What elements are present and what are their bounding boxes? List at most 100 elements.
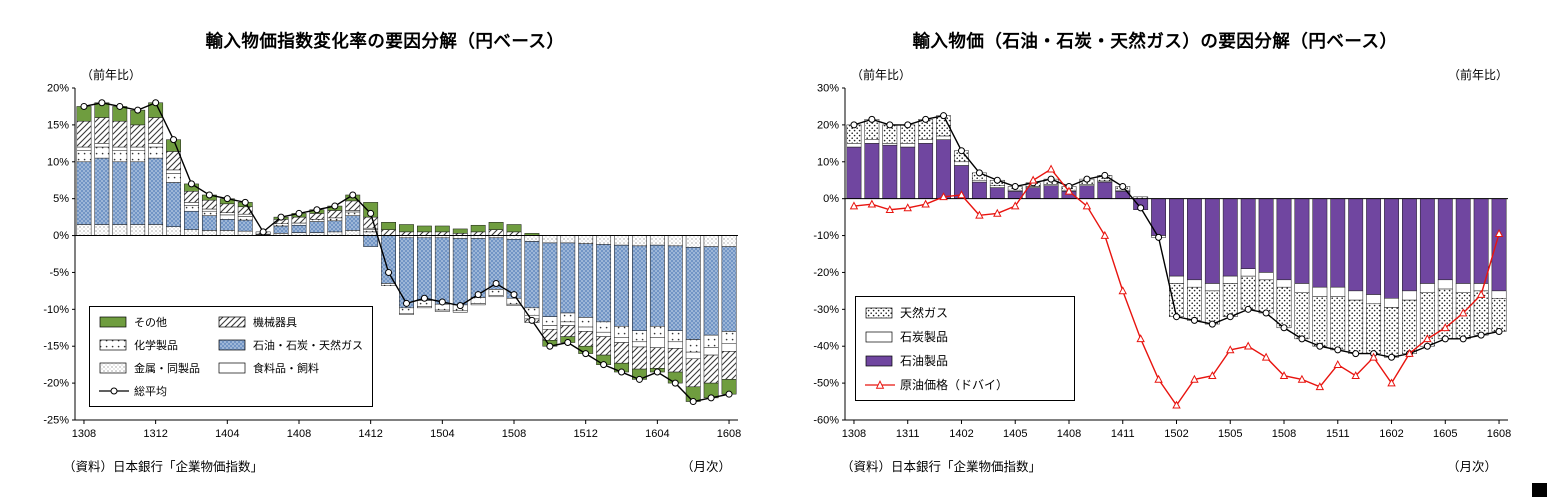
bar-segment: [130, 124, 146, 148]
legend-label: 天然ガス: [900, 306, 949, 320]
bar-segment: [1312, 296, 1328, 347]
left-chart-panel: 輸入物価指数変化率の要因分解（円ベース） -25% -20% -15% -10% -5%…: [5, 0, 765, 498]
circle-marker: [510, 291, 518, 299]
legend-swatch-diag-hatch: [218, 316, 246, 328]
bar-segment: [1187, 286, 1202, 321]
bar-segment: [918, 139, 934, 144]
bar-segment: [1043, 185, 1059, 199]
circle-marker: [886, 121, 894, 129]
bar-segment: [309, 221, 325, 233]
bar-segment: [219, 214, 235, 220]
legend-swatch-red-triangle: [865, 379, 895, 389]
bar-segment: [1258, 198, 1274, 273]
bar-segment: [1169, 275, 1184, 284]
circle-marker: [1208, 320, 1216, 328]
bar-segment: [882, 144, 898, 199]
bar-segment: [560, 312, 576, 323]
y-tick-label: 20%: [47, 83, 69, 95]
bar-segment: [1437, 198, 1453, 281]
bar-segment: [184, 210, 199, 230]
triangle-marker: [1387, 378, 1396, 387]
legend-item: 化学製品: [99, 337, 200, 353]
bar-segment: [649, 244, 665, 327]
circle-marker: [420, 294, 428, 302]
circle-marker: [259, 228, 267, 236]
bar-segment: [1079, 185, 1095, 199]
circle-marker: [152, 99, 160, 107]
bar-segment: [596, 331, 612, 337]
bar-segment: [219, 212, 235, 216]
x-tick-label: 1312: [143, 428, 167, 440]
bar-segment: [201, 210, 217, 216]
bar-segment: [148, 117, 164, 144]
bar-segment: [1366, 294, 1382, 305]
legend-swatch-fine-dots: [99, 362, 127, 374]
bar-segment: [130, 146, 146, 151]
right-chart-title: 輸入物価（石油・石炭・天然ガス）の要因分解（円ベース）: [912, 31, 1398, 51]
bar-segment: [596, 321, 612, 333]
y-tick-label: -10%: [813, 230, 839, 242]
bar-segment: [130, 224, 146, 236]
bar-segment: [166, 173, 181, 183]
bar-segment: [524, 235, 540, 242]
legend-swatch-rect: [99, 316, 127, 328]
bar-segment: [1222, 283, 1238, 317]
bar-segment: [112, 120, 128, 148]
x-tick-label: 1311: [896, 428, 920, 440]
triangle-marker: [1458, 308, 1468, 317]
bar-segment: [166, 182, 181, 227]
bar-segment: [703, 334, 719, 348]
circle-marker: [671, 379, 679, 387]
circle-marker: [456, 302, 464, 310]
bar-segment: [703, 235, 719, 247]
triangle-marker: [1118, 286, 1127, 295]
bar-segment: [1222, 275, 1238, 284]
bar-segment: [1384, 198, 1399, 299]
bar-segment: [470, 231, 486, 236]
legend-swatch-rect: [865, 355, 893, 366]
bar-segment: [1437, 279, 1453, 290]
circle-marker: [1155, 233, 1163, 241]
triangle-marker: [1351, 371, 1360, 380]
legend-label: 食料品・飼料: [253, 363, 319, 375]
x-tick-label: 1508: [502, 428, 526, 440]
bar-segment: [1419, 283, 1435, 293]
bar-segment: [1366, 198, 1382, 295]
bar-segment: [166, 226, 181, 236]
legend-item: 石油製品: [865, 352, 1008, 369]
bar-segment: [1240, 275, 1256, 310]
bar-segment: [632, 235, 647, 247]
bar-segment: [900, 146, 916, 199]
triangle-marker: [1154, 374, 1163, 383]
legend-swatch-purple-solid: [865, 355, 893, 366]
circle-marker: [134, 106, 142, 114]
bar-segment: [434, 309, 450, 312]
bar-segment: [685, 351, 701, 360]
circle-marker: [564, 339, 572, 347]
circle-marker: [116, 102, 124, 110]
bar-segment: [76, 224, 92, 236]
right-chart-panel: 輸入物価（石油・石炭・天然ガス）の要因分解（円ベース） -60% -50% -40%…: [775, 0, 1535, 498]
legend-label: その他: [134, 317, 167, 329]
triangle-marker: [1315, 382, 1325, 391]
bar-segment: [291, 224, 307, 233]
y-tick-label: 15%: [47, 119, 69, 131]
y-axis-note-right: （前年比）: [1448, 67, 1508, 82]
triangle-marker: [1441, 323, 1450, 332]
bar-segment: [273, 225, 289, 234]
legend-swatch-sparse-dots: [99, 339, 127, 351]
x-tick-label: 1604: [645, 428, 669, 440]
circle-marker: [403, 299, 410, 307]
bar-segment: [345, 215, 361, 231]
triangle-marker: [1100, 230, 1110, 239]
legend-swatch-blue-dots: [218, 339, 246, 351]
x-tick-label: 1508: [1272, 428, 1296, 440]
y-tick-label: 30%: [817, 83, 839, 95]
bar-segment: [846, 146, 862, 199]
bar-segment: [363, 235, 379, 247]
y-tick-label: 5%: [53, 193, 69, 205]
bar-segment: [112, 224, 128, 236]
circle-marker: [707, 394, 715, 402]
bar-segment: [596, 235, 612, 245]
bar-segment: [882, 143, 898, 146]
